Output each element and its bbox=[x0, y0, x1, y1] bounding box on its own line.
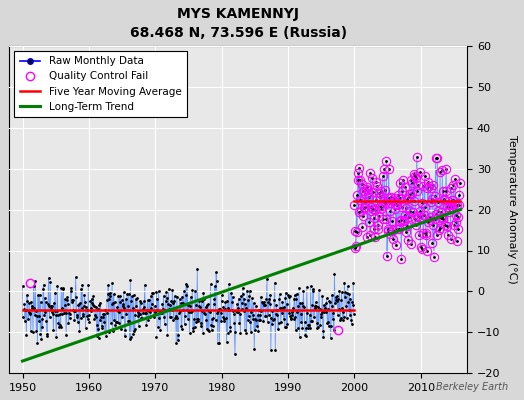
Title: MYS KAMENNYJ
68.468 N, 73.596 E (Russia): MYS KAMENNYJ 68.468 N, 73.596 E (Russia) bbox=[129, 7, 347, 40]
Y-axis label: Temperature Anomaly (°C): Temperature Anomaly (°C) bbox=[507, 135, 517, 284]
Text: Berkeley Earth: Berkeley Earth bbox=[436, 382, 508, 392]
Legend: Raw Monthly Data, Quality Control Fail, Five Year Moving Average, Long-Term Tren: Raw Monthly Data, Quality Control Fail, … bbox=[15, 51, 187, 117]
